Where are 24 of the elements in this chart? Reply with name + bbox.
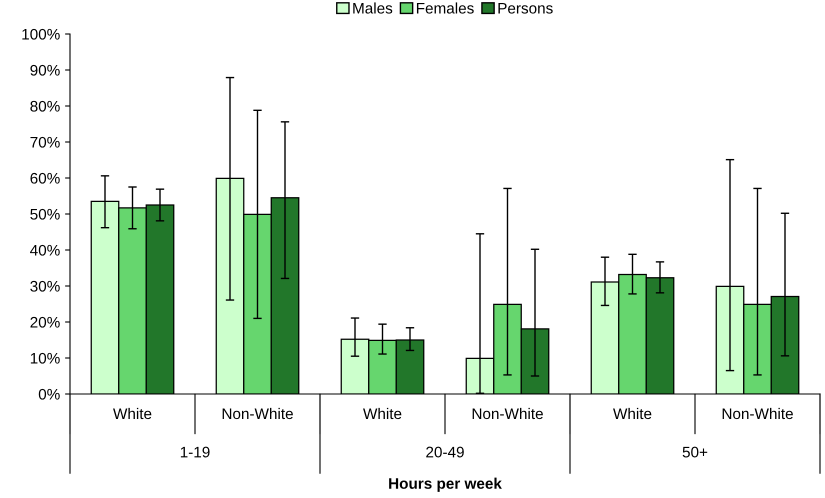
y-tick-label: 70% — [30, 136, 60, 148]
y-tick-label: 80% — [30, 100, 60, 112]
x-tick-label: White — [113, 408, 152, 420]
y-tick-label: 60% — [30, 172, 60, 184]
x-tick-label: White — [613, 408, 652, 420]
y-tick-label: 90% — [30, 64, 60, 76]
x-tick-label: White — [363, 408, 402, 420]
legend-label: Females — [416, 2, 474, 14]
y-tick-label: 100% — [22, 28, 60, 40]
y-tick-label: 50% — [30, 208, 60, 220]
text: 50+ — [682, 446, 708, 458]
y-tick-label: 30% — [30, 280, 60, 292]
y-tick-label: 10% — [30, 352, 60, 364]
x-tick-label: Non-White — [722, 408, 793, 420]
x-axis-title: Hours per week — [389, 478, 502, 492]
text: 1-19 — [180, 446, 210, 458]
y-tick-label: 40% — [30, 244, 60, 256]
y-tick-label: 0% — [38, 388, 60, 400]
legend-label: Males — [353, 2, 392, 14]
x-tick-label: Non-White — [222, 408, 293, 420]
legend-label: Persons — [498, 2, 553, 14]
x-tick-label: Non-White — [472, 408, 543, 420]
text: 20-49 — [426, 446, 464, 458]
y-tick-label: 20% — [30, 316, 60, 328]
